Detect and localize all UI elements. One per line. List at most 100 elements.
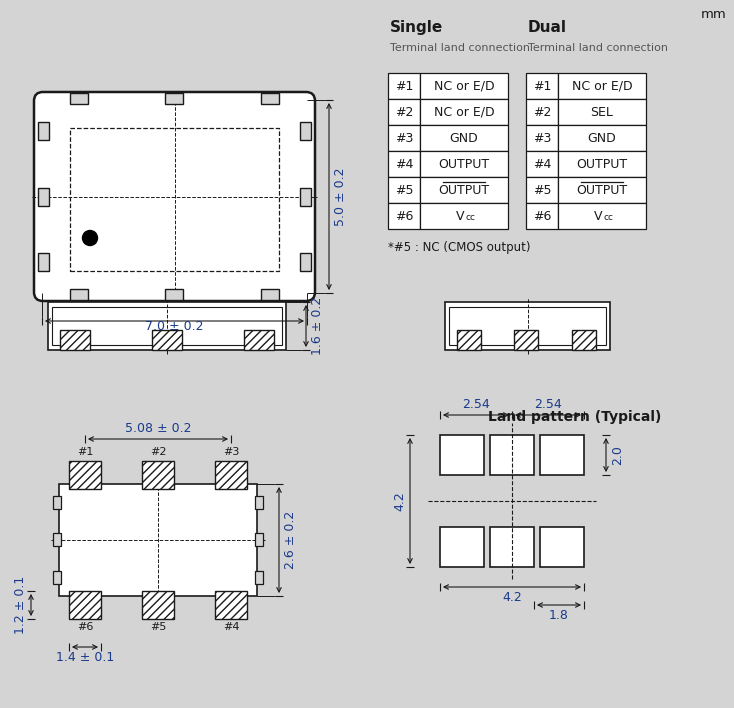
Text: GND: GND <box>450 132 479 144</box>
Bar <box>572 330 596 350</box>
Bar <box>526 151 558 177</box>
Bar <box>69 591 101 619</box>
Text: #4: #4 <box>533 157 551 171</box>
Text: 4.2: 4.2 <box>393 491 406 511</box>
Text: 4.2: 4.2 <box>502 591 522 604</box>
Bar <box>388 151 420 177</box>
Bar <box>227 479 240 486</box>
Bar <box>142 461 174 489</box>
Bar <box>215 591 247 619</box>
Bar <box>38 122 49 140</box>
Bar <box>558 73 646 99</box>
Bar <box>558 125 646 151</box>
Bar <box>227 594 240 601</box>
Text: OUTPUT: OUTPUT <box>438 183 490 197</box>
Bar <box>514 330 538 350</box>
Text: #3: #3 <box>533 132 551 144</box>
Text: #6: #6 <box>395 210 413 222</box>
Text: 1.6 ± 0.2: 1.6 ± 0.2 <box>311 297 324 355</box>
Text: #6: #6 <box>77 622 93 632</box>
Text: Dual: Dual <box>528 20 567 35</box>
Text: Terminal land connection: Terminal land connection <box>390 43 530 53</box>
Text: #1: #1 <box>395 79 413 93</box>
Text: NC or E/D: NC or E/D <box>434 105 494 118</box>
Bar <box>38 253 49 271</box>
Text: NC or E/D: NC or E/D <box>572 79 632 93</box>
Bar <box>53 571 61 584</box>
Text: V: V <box>456 210 464 222</box>
Bar <box>420 99 508 125</box>
Bar <box>440 435 484 475</box>
Bar <box>388 99 420 125</box>
Bar <box>70 289 88 300</box>
Bar <box>445 302 610 350</box>
Bar <box>420 177 508 203</box>
Bar <box>52 307 282 345</box>
Bar <box>420 203 508 229</box>
Text: OUTPUT: OUTPUT <box>576 157 628 171</box>
Bar <box>261 93 279 104</box>
Text: 5.0 ± 0.2: 5.0 ± 0.2 <box>334 167 347 226</box>
Text: *#5 : NC (CMOS output): *#5 : NC (CMOS output) <box>388 241 531 254</box>
Bar <box>53 496 61 509</box>
Bar <box>440 527 484 567</box>
Text: Terminal land connection: Terminal land connection <box>528 43 668 53</box>
Text: 2.6 ± 0.2: 2.6 ± 0.2 <box>284 511 297 569</box>
Bar <box>457 330 481 350</box>
Bar <box>540 527 584 567</box>
Bar <box>255 533 263 546</box>
Bar <box>490 527 534 567</box>
Text: 2.0: 2.0 <box>611 445 624 465</box>
Text: Land pattern (Typical): Land pattern (Typical) <box>488 410 661 424</box>
Bar <box>261 289 279 300</box>
Text: #2: #2 <box>533 105 551 118</box>
Bar <box>558 151 646 177</box>
FancyBboxPatch shape <box>34 92 315 301</box>
Bar <box>215 461 247 489</box>
Text: 2.54: 2.54 <box>462 398 490 411</box>
Bar <box>300 253 311 271</box>
Bar <box>53 533 61 546</box>
Bar <box>558 203 646 229</box>
Bar <box>490 435 534 475</box>
Bar <box>38 188 49 206</box>
Circle shape <box>82 231 98 246</box>
Text: 1.2 ± 0.1: 1.2 ± 0.1 <box>14 576 27 634</box>
Text: #4: #4 <box>222 622 239 632</box>
Bar <box>77 479 90 486</box>
Bar <box>526 73 558 99</box>
Text: V: V <box>594 210 603 222</box>
Bar <box>388 73 420 99</box>
Text: 1.8: 1.8 <box>549 609 569 622</box>
Bar <box>449 307 606 345</box>
Text: #4: #4 <box>395 157 413 171</box>
Bar <box>69 461 101 489</box>
Text: OUTPUT: OUTPUT <box>438 157 490 171</box>
Text: 5.08 ± 0.2: 5.08 ± 0.2 <box>125 422 192 435</box>
Text: #2: #2 <box>395 105 413 118</box>
Text: Single: Single <box>390 20 443 35</box>
Text: 2.54: 2.54 <box>534 398 562 411</box>
Bar <box>60 330 90 350</box>
Bar <box>165 289 183 300</box>
Bar <box>420 73 508 99</box>
Bar <box>526 177 558 203</box>
Bar <box>420 125 508 151</box>
Bar <box>255 496 263 509</box>
Bar <box>420 151 508 177</box>
Text: mm: mm <box>700 8 726 21</box>
Bar <box>300 188 311 206</box>
Bar <box>388 125 420 151</box>
Bar <box>150 479 163 486</box>
Bar <box>165 93 183 104</box>
Text: SEL: SEL <box>591 105 614 118</box>
Bar <box>142 591 174 619</box>
Text: 7.0 ± 0.2: 7.0 ± 0.2 <box>145 320 204 333</box>
Bar <box>59 484 257 596</box>
Bar <box>300 122 311 140</box>
Text: OUTPUT: OUTPUT <box>576 183 628 197</box>
Bar <box>244 330 274 350</box>
Bar <box>526 99 558 125</box>
Bar <box>558 99 646 125</box>
Text: cc: cc <box>603 214 613 222</box>
